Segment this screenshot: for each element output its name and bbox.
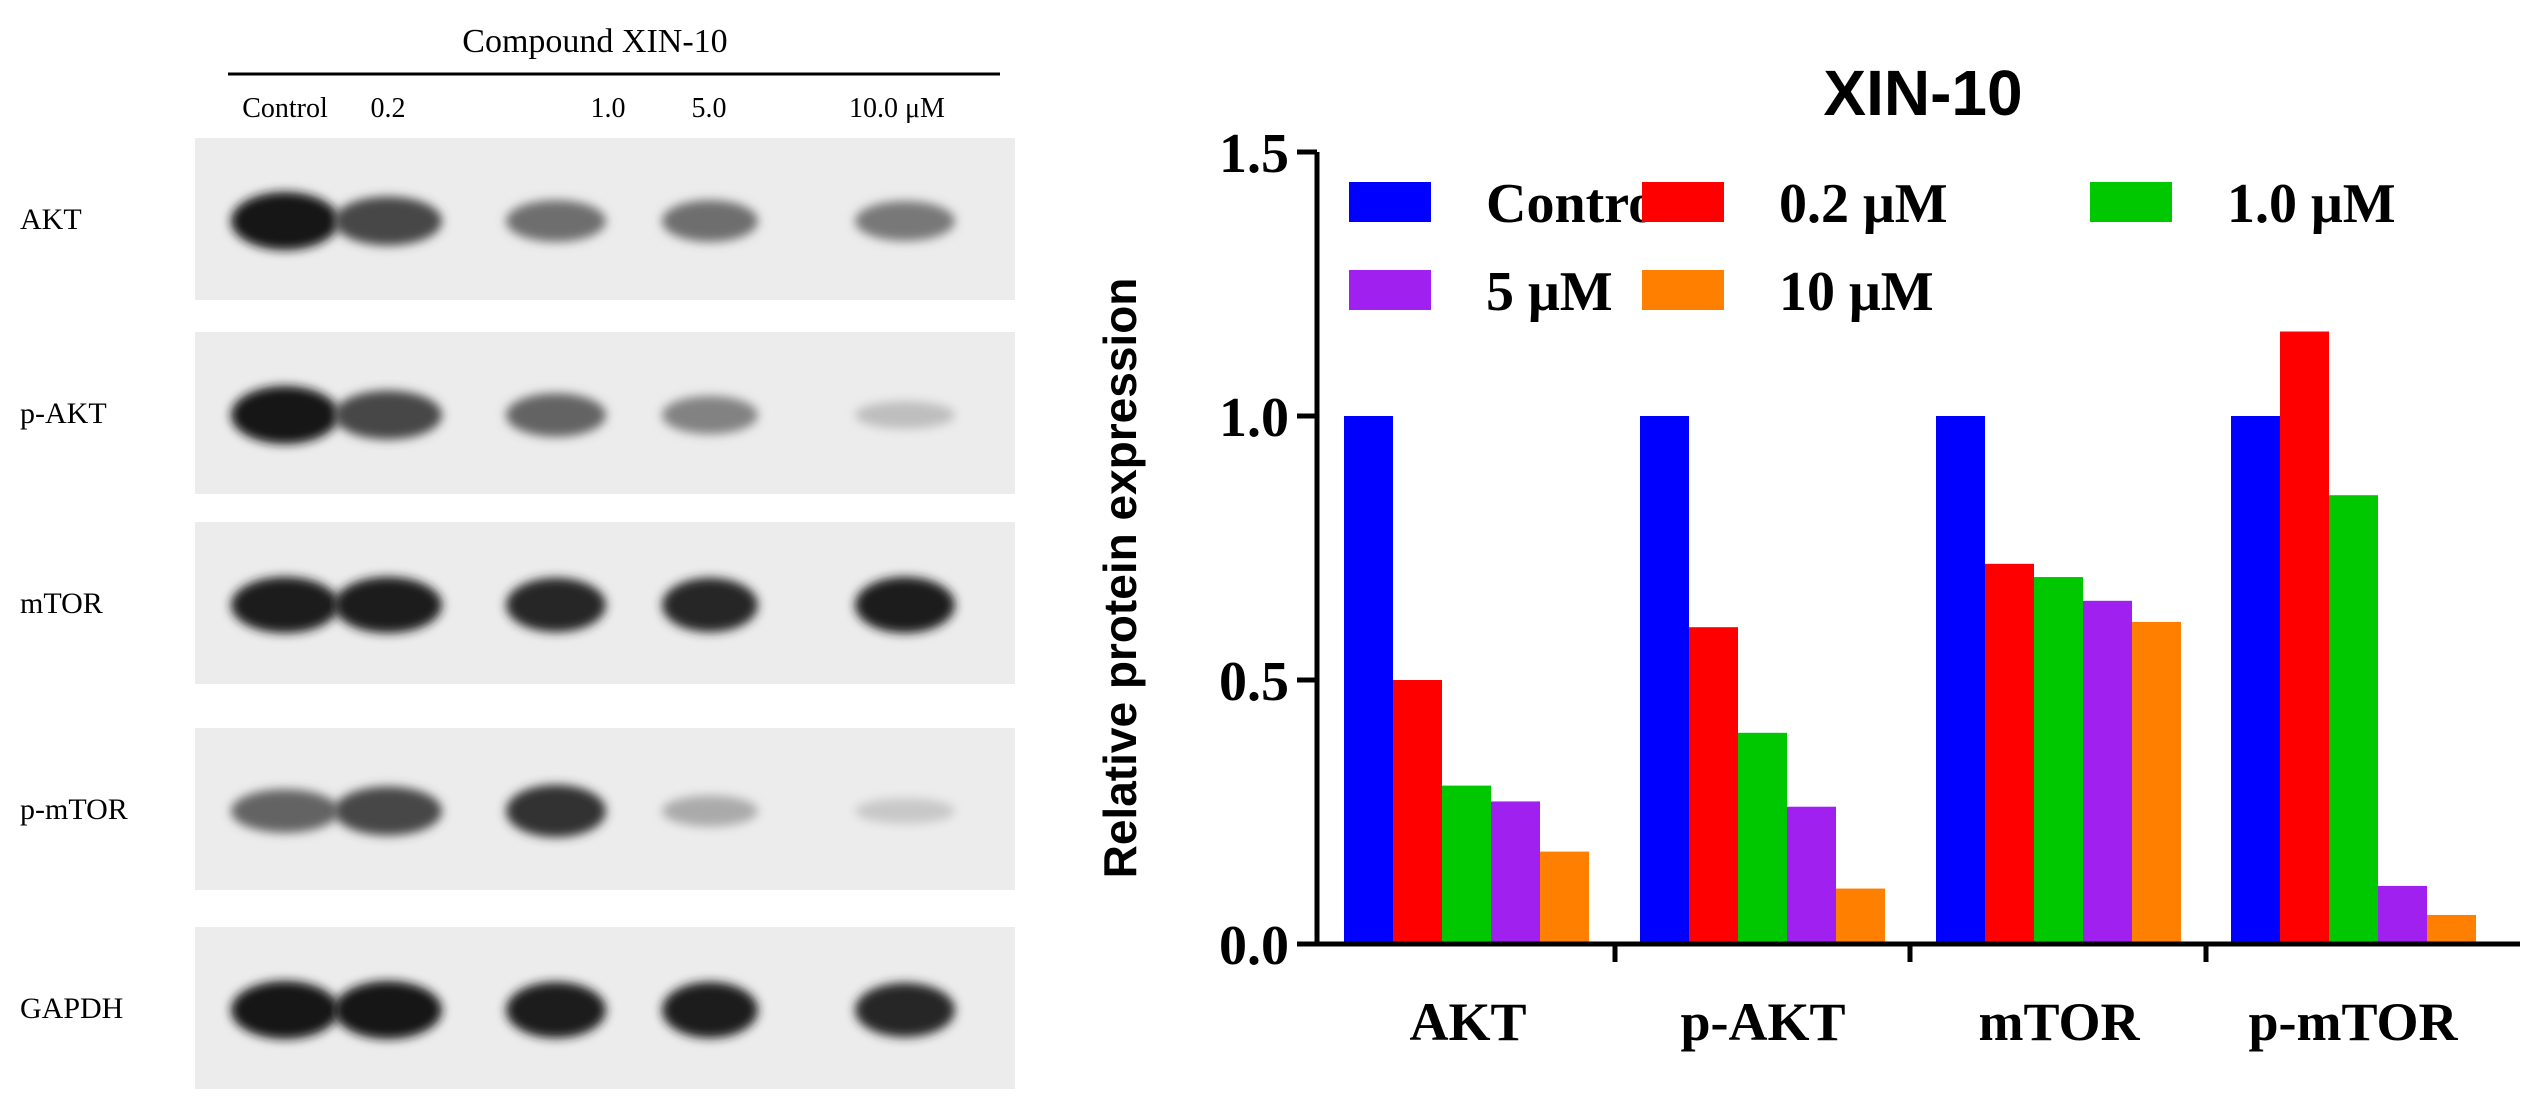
blot-band [231,789,339,833]
bar-mTOR-1.0μM [2034,577,2083,944]
blot-band [506,200,606,242]
compound-label: Compound XIN-10 [462,23,727,60]
blot-band [662,795,758,827]
legend-entry: Control [1349,173,1672,235]
bar-p-mTOR-5μM [2378,885,2427,944]
bar-AKT-1.0μM [1442,785,1491,944]
blot-row: GAPDH [20,927,1015,1089]
y-tick-label: 0.5 [1219,651,1289,713]
legend-label: 1.0 μM [2227,173,2396,235]
y-tick-label: 1.0 [1219,387,1289,449]
blot-band [506,981,606,1039]
blot-band [506,784,606,838]
bar-p-mTOR-0.2μM [2280,331,2329,944]
blot-band [662,200,758,242]
lane-label: 10.0 μM [849,93,945,124]
bar-mTOR-10μM [2132,621,2181,944]
chart-title: XIN-10 [1823,57,2022,129]
blot-row-label: GAPDH [20,992,123,1025]
blot-band [662,395,758,435]
bar-p-AKT-0.2μM [1689,627,1738,944]
y-tick-label: 0.0 [1219,915,1289,977]
legend-label: 0.2 μM [1779,173,1948,235]
blot-band [506,393,606,437]
y-axis-label: Relative protein expression [1094,278,1146,879]
blot-band [855,401,955,429]
legend-label: 10 μM [1779,261,1934,323]
legend-entry: 0.2 μM [1642,173,1948,235]
blot-band [334,196,442,246]
bar-mTOR-Control [1936,416,1985,944]
bar-p-AKT-1.0μM [1738,732,1787,944]
legend-label: Control [1486,173,1672,235]
legend-entry: 1.0 μM [2090,173,2396,235]
lane-label: 5.0 [692,93,727,124]
legend-swatch [1642,182,1724,222]
bar-p-mTOR-Control [2231,416,2280,944]
bar-p-mTOR-10μM [2427,914,2476,944]
blot-band [855,982,955,1038]
bar-AKT-0.2μM [1393,680,1442,944]
blot-row: mTOR [20,522,1015,684]
legend-label: 5 μM [1486,261,1613,323]
blot-row-label: p-AKT [20,397,107,430]
blot-band [231,386,339,444]
legend-swatch [1642,270,1724,310]
blot-band [855,576,955,634]
lane-label: 0.2 [371,93,406,124]
blot-row: p-AKT [20,332,1015,494]
blot-band [231,981,339,1039]
blot-band [334,981,442,1039]
legend-swatch [2090,182,2172,222]
legend-swatch [1349,270,1431,310]
blot-row: AKT [20,138,1015,300]
blot-band [855,798,955,824]
blot-row-label: AKT [20,203,82,236]
blot-row-label: p-mTOR [20,793,128,826]
blot-band [334,786,442,836]
lane-label: Control [242,93,328,124]
blot-band [662,981,758,1039]
bar-mTOR-0.2μM [1985,563,2034,944]
bar-mTOR-5μM [2083,600,2132,944]
blot-row: p-mTOR [20,728,1015,890]
blot-band [231,576,339,634]
bar-AKT-Control [1344,416,1393,944]
legend-entry: 5 μM [1349,261,1613,323]
bar-AKT-10μM [1540,851,1589,944]
bar-p-AKT-5μM [1787,806,1836,944]
x-tick-label: AKT [1409,992,1526,1052]
legend-entry: 10 μM [1642,261,1934,323]
x-tick-label: mTOR [1978,992,2140,1052]
blot-band [334,390,442,440]
x-tick-label: p-mTOR [2248,992,2458,1052]
western-blot-panel: Compound XIN-10 Control 0.2 1.0 5.0 10.0 μM … [20,23,1015,1089]
bar-p-mTOR-1.0μM [2329,495,2378,944]
bar-p-AKT-10μM [1836,888,1885,944]
bar-p-AKT-Control [1640,416,1689,944]
blot-band [662,577,758,633]
lane-label: 1.0 [591,93,626,124]
blot-band [506,577,606,633]
blot-band [334,576,442,634]
x-tick-label: p-AKT [1680,992,1845,1052]
y-tick-label: 1.5 [1219,123,1289,185]
bar-AKT-5μM [1491,801,1540,944]
legend-swatch [1349,182,1431,222]
blot-row-label: mTOR [20,587,103,620]
blot-band [231,192,339,250]
blot-band [855,201,955,241]
